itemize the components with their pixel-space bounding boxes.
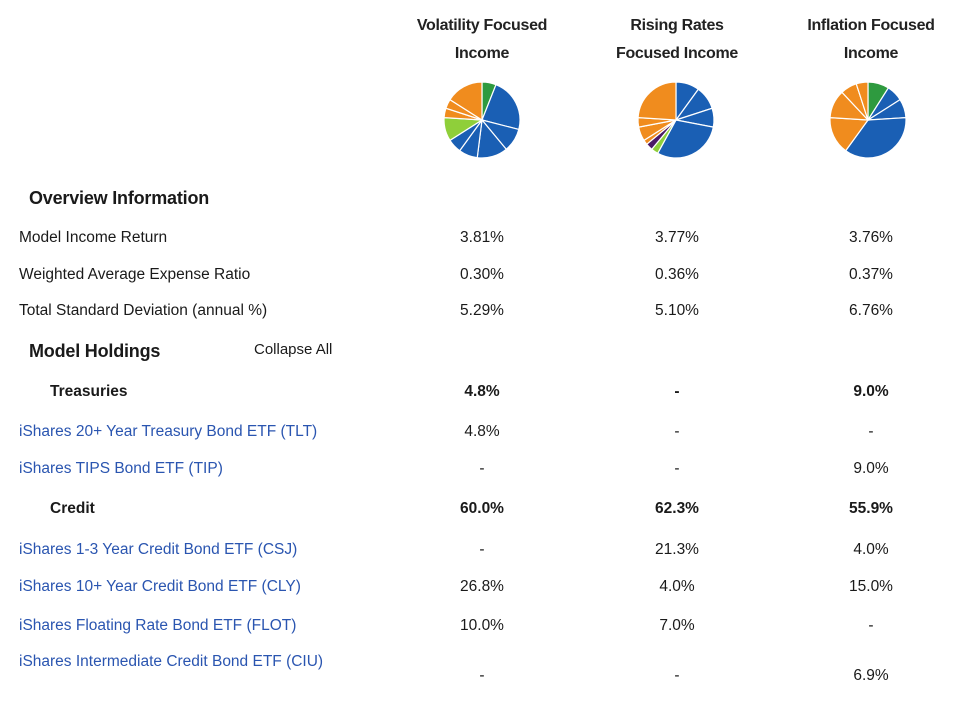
- column-header-line: Rising Rates: [630, 17, 724, 34]
- holding-value: -: [868, 423, 874, 440]
- group-label-credit[interactable]: Credit: [50, 500, 95, 517]
- overview-row-label: Weighted Average Expense Ratio: [19, 266, 251, 283]
- overview-section-title: Overview Information: [29, 188, 210, 208]
- overview-value: 3.81%: [460, 229, 504, 246]
- overview-value: 5.29%: [460, 302, 504, 319]
- group-label-treasuries[interactable]: Treasuries: [50, 383, 128, 400]
- holding-value: 15.0%: [849, 578, 893, 595]
- holding-value: -: [479, 541, 485, 558]
- pie-slice[interactable]: [637, 81, 677, 121]
- overview-value: 0.37%: [849, 266, 893, 283]
- holding-value: 62.3%: [655, 500, 699, 517]
- allocation-pie-rising-rates[interactable]: [636, 80, 716, 160]
- overview-value: 3.77%: [655, 229, 699, 246]
- fund-link-csj[interactable]: iShares 1-3 Year Credit Bond ETF (CSJ): [19, 541, 298, 558]
- column-header-line: Inflation Focused: [807, 17, 935, 34]
- holding-value: 4.8%: [464, 423, 500, 440]
- holding-value: -: [674, 667, 680, 684]
- pie-slice[interactable]: [481, 83, 521, 131]
- holding-value: -: [479, 667, 485, 684]
- holding-value: 7.0%: [659, 617, 695, 634]
- column-header-line: Focused Income: [615, 45, 739, 62]
- overview-value: 0.36%: [655, 266, 699, 283]
- column-header-line: Volatility Focused: [416, 17, 548, 34]
- overview-row-label: Model Income Return: [19, 229, 168, 246]
- pie-slice[interactable]: [855, 81, 869, 121]
- holding-value: 6.9%: [853, 667, 889, 684]
- fund-link-cly[interactable]: iShares 10+ Year Credit Bond ETF (CLY): [19, 578, 301, 595]
- holding-value: -: [674, 383, 680, 400]
- holding-value: 4.0%: [853, 541, 889, 558]
- fund-link-flot[interactable]: iShares Floating Rate Bond ETF (FLOT): [19, 617, 297, 634]
- column-header-line: Income: [454, 45, 510, 62]
- overview-value: 0.30%: [460, 266, 504, 283]
- holdings-section-title: Model Holdings: [29, 341, 161, 361]
- holding-value: -: [479, 460, 485, 477]
- column-header-inflation: Inflation Focused Income: [776, 12, 961, 68]
- holding-value: -: [868, 617, 874, 634]
- pie-slice[interactable]: [449, 81, 483, 122]
- pie-slice[interactable]: [656, 119, 715, 159]
- holding-value: 21.3%: [655, 541, 699, 558]
- fund-link-tip[interactable]: iShares TIPS Bond ETF (TIP): [19, 460, 223, 477]
- column-header-line: Income: [843, 45, 899, 62]
- holding-value: 4.8%: [464, 383, 500, 400]
- holding-value: 9.0%: [853, 460, 889, 477]
- column-header-volatility: Volatility Focused Income: [387, 12, 577, 68]
- overview-value: 6.76%: [849, 302, 893, 319]
- holding-value: -: [674, 423, 680, 440]
- overview-value: 3.76%: [849, 229, 893, 246]
- holding-value: 4.0%: [659, 578, 695, 595]
- holding-value: 60.0%: [460, 500, 504, 517]
- collapse-all-button[interactable]: Collapse All: [254, 341, 333, 358]
- fund-link-ciu[interactable]: iShares Intermediate Credit Bond ETF (CI…: [19, 653, 324, 670]
- holding-value: 55.9%: [849, 500, 893, 517]
- column-header-rising-rates: Rising Rates Focused Income: [582, 12, 772, 68]
- overview-value: 5.10%: [655, 302, 699, 319]
- allocation-pie-inflation[interactable]: [828, 80, 908, 160]
- fund-link-tlt[interactable]: iShares 20+ Year Treasury Bond ETF (TLT): [19, 423, 318, 440]
- holding-value: 26.8%: [460, 578, 504, 595]
- pie-slice[interactable]: [844, 116, 907, 159]
- holding-value: 9.0%: [853, 383, 889, 400]
- holding-value: -: [674, 460, 680, 477]
- holding-value: 10.0%: [460, 617, 504, 634]
- allocation-pie-volatility[interactable]: [442, 80, 522, 160]
- overview-row-label: Total Standard Deviation (annual %): [19, 302, 268, 319]
